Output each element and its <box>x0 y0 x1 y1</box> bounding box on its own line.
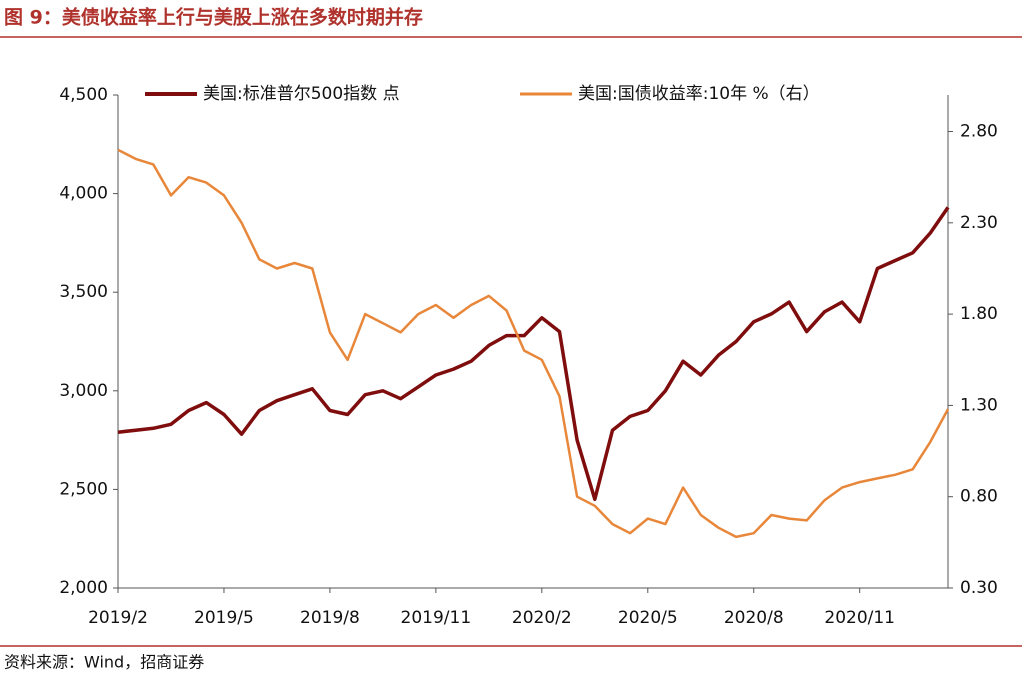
y2-tick-label: 2.30 <box>960 213 998 233</box>
y-tick-label: 4,500 <box>59 85 108 105</box>
y2-tick-label: 0.80 <box>960 487 998 507</box>
x-tick-label: 2020/5 <box>618 608 678 628</box>
x-tick-label: 2020/8 <box>724 608 784 628</box>
legend-label: 美国:国债收益率:10年 %（右） <box>578 84 820 104</box>
legend-label: 美国:标准普尔500指数 点 <box>203 84 400 104</box>
y2-tick-label: 0.30 <box>960 578 998 598</box>
x-tick-label: 2020/11 <box>824 608 895 628</box>
x-tick-label: 2019/8 <box>300 608 360 628</box>
chart-title: 图 9：美债收益率上行与美股上涨在多数时期并存 <box>4 6 423 29</box>
y-tick-label: 2,500 <box>59 479 108 499</box>
y-tick-label: 4,000 <box>59 184 108 204</box>
y2-tick-label: 1.80 <box>960 304 998 324</box>
source: 资料来源：Wind，招商证券 <box>4 653 204 672</box>
x-tick-label: 2019/5 <box>194 608 254 628</box>
y-tick-label: 3,500 <box>59 282 108 302</box>
y-tick-label: 3,000 <box>59 381 108 401</box>
x-tick-label: 2019/2 <box>88 608 148 628</box>
y2-tick-label: 2.80 <box>960 122 998 142</box>
x-tick-label: 2019/11 <box>401 608 472 628</box>
x-tick-label: 2020/2 <box>512 608 572 628</box>
y-tick-label: 2,000 <box>59 578 108 598</box>
series-line <box>117 206 950 502</box>
y2-tick-label: 1.30 <box>960 395 998 415</box>
series-line <box>117 148 950 539</box>
